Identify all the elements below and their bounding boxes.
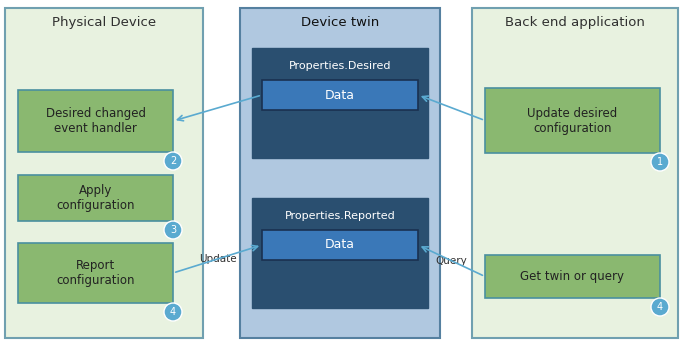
Text: Update desired
configuration: Update desired configuration: [527, 107, 617, 135]
Bar: [252, 198, 428, 308]
Bar: [18, 243, 173, 303]
Circle shape: [164, 152, 182, 170]
Circle shape: [164, 221, 182, 239]
Bar: [18, 175, 173, 221]
Text: 4: 4: [170, 307, 176, 317]
Circle shape: [651, 298, 669, 316]
Bar: [262, 80, 418, 110]
Bar: [262, 230, 418, 260]
Text: Get twin or query: Get twin or query: [520, 270, 624, 283]
Text: Physical Device: Physical Device: [52, 16, 156, 28]
Text: Device twin: Device twin: [301, 16, 379, 28]
Circle shape: [164, 303, 182, 321]
Text: Update: Update: [199, 254, 236, 264]
Circle shape: [651, 153, 669, 171]
Bar: [252, 48, 428, 158]
Text: 3: 3: [170, 225, 176, 235]
Text: Data: Data: [325, 238, 355, 252]
Bar: [472, 8, 678, 338]
Bar: [18, 90, 173, 152]
Bar: [485, 88, 660, 153]
Bar: [5, 8, 203, 338]
Text: Properties.Desired: Properties.Desired: [289, 61, 391, 71]
Text: Query: Query: [436, 255, 467, 265]
Text: Data: Data: [325, 88, 355, 102]
Text: 1: 1: [657, 157, 663, 167]
Text: Desired changed
event handler: Desired changed event handler: [46, 107, 145, 135]
Text: 4: 4: [657, 302, 663, 312]
Text: Report
configuration: Report configuration: [56, 259, 135, 287]
Text: Apply
configuration: Apply configuration: [56, 184, 135, 212]
Text: 2: 2: [170, 156, 176, 166]
Bar: [240, 8, 440, 338]
Text: Back end application: Back end application: [505, 16, 645, 28]
Text: Properties.Reported: Properties.Reported: [285, 211, 395, 221]
Bar: [485, 255, 660, 298]
